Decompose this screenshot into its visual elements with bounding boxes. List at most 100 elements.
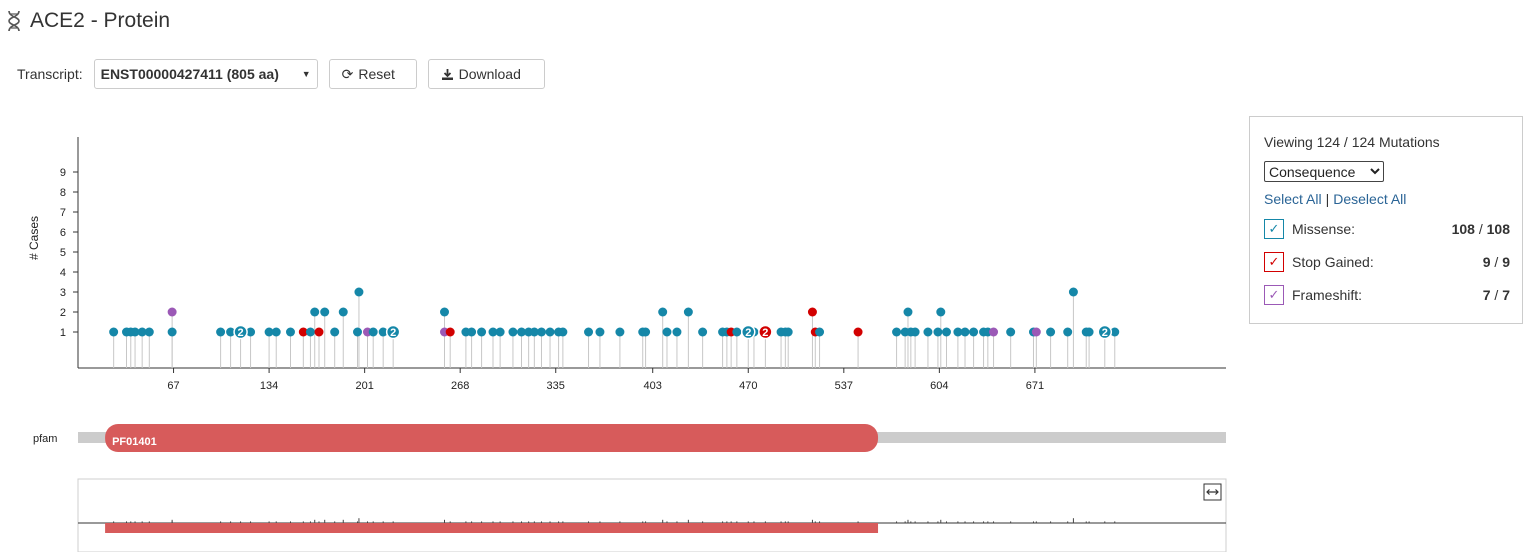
pfam-domain: [105, 424, 879, 452]
lollipop-head-missense: [615, 327, 625, 337]
lollipop-head-stop-gained: [445, 327, 455, 337]
lollipop-head-frameshift: [989, 327, 999, 337]
missense-checkbox[interactable]: ✓: [1264, 219, 1284, 239]
group-by-select[interactable]: Consequence: [1264, 161, 1384, 182]
lollipop-head-missense: [969, 327, 979, 337]
lollipop-count-label: 2: [238, 327, 244, 339]
transcript-label: Transcript:: [17, 66, 83, 82]
lollipop-head-missense: [130, 327, 140, 337]
lollipop-head-missense: [1046, 327, 1056, 337]
lollipop-head-stop-gained: [298, 327, 308, 337]
lollipop-head-missense: [137, 327, 147, 337]
lollipop-head-missense: [508, 327, 518, 337]
lollipop-head-missense: [353, 327, 363, 337]
lollipop-head-frameshift: [167, 307, 177, 317]
missense-total: 108: [1486, 221, 1510, 237]
lollipop-head-missense: [109, 327, 119, 337]
lollipop-count-label: 2: [1102, 327, 1108, 339]
lollipop-head-missense: [936, 307, 946, 317]
lollipop-head-missense: [477, 327, 487, 337]
y-tick-label: 2: [60, 307, 66, 319]
lollipop-count-marker: [1097, 324, 1113, 340]
lollipop-head-missense: [517, 327, 527, 337]
reset-label: Reset: [358, 66, 395, 82]
lollipop-head-missense: [310, 307, 320, 317]
x-tick-label: 671: [1026, 380, 1044, 392]
expand-icon-arrows: [1206, 489, 1219, 495]
refresh-icon: ⟳: [341, 65, 354, 82]
lollipop-head-missense: [467, 327, 477, 337]
y-tick-label: 4: [60, 267, 66, 279]
download-button[interactable]: Download: [427, 59, 545, 89]
select-all-link[interactable]: Select All: [1264, 191, 1322, 207]
lollipop-count-marker: [741, 324, 756, 340]
lollipop-head-missense: [910, 327, 920, 337]
lollipop-head-missense: [354, 287, 364, 297]
lollipop-head-stop-gained: [853, 327, 863, 337]
lollipop-head-stop-gained: [314, 327, 324, 337]
reset-button[interactable]: ⟳ Reset: [328, 59, 417, 89]
legend-item-missense[interactable]: ✓ Missense: 108 / 108: [1264, 217, 1510, 241]
x-tick-label: 134: [260, 380, 278, 392]
frameshift-shown: 7: [1482, 287, 1491, 303]
lollipop-head-missense: [246, 327, 256, 337]
lollipop-head-missense: [368, 327, 378, 337]
x-tick-label: 604: [930, 380, 948, 392]
lollipop-count-marker: [385, 324, 401, 340]
stop-gained-label: Stop Gained:: [1292, 254, 1374, 270]
legend-item-frameshift[interactable]: ✓ Frameshift: 7 / 7: [1264, 283, 1510, 307]
transcript-value: ENST00000427411 (805 aa): [100, 66, 279, 82]
lollipop-head-missense: [440, 307, 450, 317]
y-axis-label: # Cases: [27, 216, 41, 260]
missense-count: 108 / 108: [1452, 221, 1510, 237]
y-tick-label: 7: [60, 207, 66, 219]
y-tick-label: 6: [60, 227, 66, 239]
lollipop-head-frameshift: [1031, 327, 1041, 337]
frameshift-total: 7: [1502, 287, 1510, 303]
y-tick-label: 3: [60, 287, 66, 299]
lollipop-head-missense: [815, 327, 825, 337]
lollipop-head-missense: [933, 327, 943, 337]
lollipop-head-missense: [683, 307, 693, 317]
legend-item-stop-gained[interactable]: ✓ Stop Gained: 9 / 9: [1264, 250, 1510, 274]
minimap-frame: [77, 478, 1227, 552]
y-tick-label: 9: [60, 167, 66, 179]
lollipop-head-missense: [216, 327, 226, 337]
y-tick-label: 1: [60, 327, 66, 339]
lollipop-count-marker: [233, 324, 248, 340]
stop-gained-count: 9 / 9: [1483, 254, 1510, 270]
lollipop-head-missense: [672, 327, 682, 337]
lollipop-head-missense: [1063, 327, 1073, 337]
dna-icon: [8, 10, 20, 32]
lollipop-head-missense: [892, 327, 902, 337]
frameshift-checkbox[interactable]: ✓: [1264, 285, 1284, 305]
lollipop-count-label: 2: [762, 327, 768, 339]
pfam-track-label: pfam: [33, 433, 57, 445]
lollipop-head-missense: [529, 327, 539, 337]
lollipop-head-missense: [378, 327, 388, 337]
lollipop-head-missense: [271, 327, 281, 337]
lollipop-head-missense: [495, 327, 505, 337]
stop-gained-checkbox[interactable]: ✓: [1264, 252, 1284, 272]
lollipop-head-missense: [658, 307, 668, 317]
viewing-count: Viewing 124 / 124 Mutations: [1264, 134, 1440, 150]
x-tick-label: 335: [547, 380, 565, 392]
pfam-domain-label: PF01401: [112, 436, 157, 448]
lollipop-head-missense: [330, 327, 340, 337]
lollipop-head-missense: [1068, 287, 1078, 297]
lollipop-head-missense: [558, 327, 568, 337]
transcript-dropdown[interactable]: ENST00000427411 (805 aa) ▼: [93, 59, 318, 89]
expand-horizontal-icon[interactable]: [1203, 483, 1222, 501]
stop-gained-shown: 9: [1482, 254, 1491, 270]
x-tick-label: 470: [739, 380, 757, 392]
frameshift-label: Frameshift:: [1292, 287, 1363, 303]
lollipop-head-stop-gained: [807, 307, 817, 317]
deselect-all-link[interactable]: Deselect All: [1333, 191, 1407, 207]
lollipop-head-missense: [1110, 327, 1120, 337]
lollipop-head-missense: [226, 327, 236, 337]
x-tick-label: 268: [451, 380, 469, 392]
lollipop-head-missense: [488, 327, 498, 337]
lollipop-head-missense: [698, 327, 708, 337]
lollipop-head-missense: [536, 327, 546, 337]
